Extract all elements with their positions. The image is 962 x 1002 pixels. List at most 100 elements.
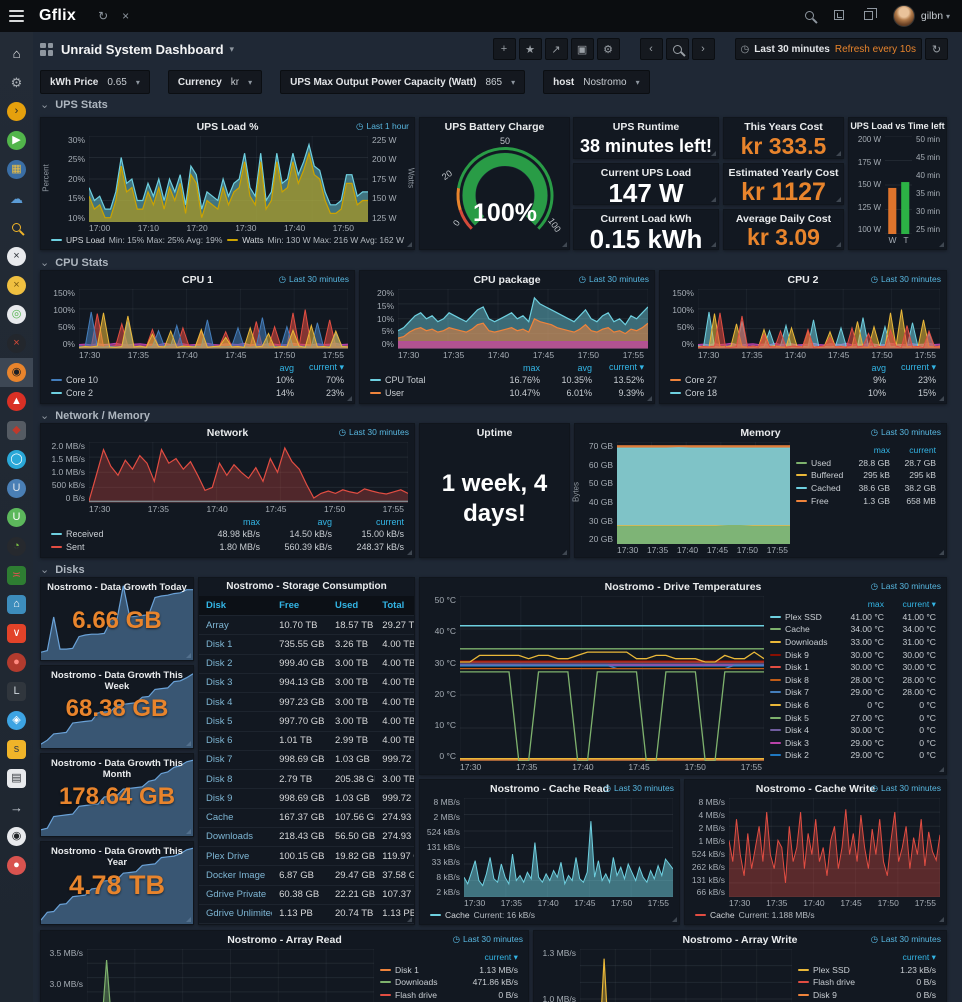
variable-host[interactable]: host Nostromo ▾ — [543, 70, 650, 94]
legend-sort-current[interactable]: current ▾ — [484, 951, 518, 962]
save-button[interactable]: ▣ — [570, 38, 594, 60]
panel-title[interactable]: UPS Battery Charge — [444, 121, 545, 133]
legend-series-name[interactable]: Cached — [796, 483, 844, 493]
legend-sort-current[interactable]: current ▾ — [902, 598, 936, 609]
panel-title[interactable]: Current UPS Load — [600, 167, 692, 179]
dashboard-title[interactable]: Unraid System Dashboard — [61, 41, 224, 57]
variable-kwh-price[interactable]: kWh Price 0.65 ▾ — [40, 70, 150, 94]
table-col-total[interactable]: Total — [382, 600, 405, 611]
legend-series-name[interactable]: Disk 6 — [770, 700, 832, 710]
ombi-icon[interactable]: ◯ — [0, 445, 33, 474]
globe-app-icon[interactable]: ◎ — [0, 300, 33, 329]
search-app-icon[interactable] — [0, 213, 33, 242]
legend-sort-current[interactable]: current ▾ — [608, 362, 644, 373]
layers-icon[interactable] — [863, 8, 877, 23]
panel-title[interactable]: CPU package — [473, 274, 541, 286]
panel-time-range[interactable]: ◷ Last 30 minutes — [870, 427, 941, 437]
panel-title[interactable]: Average Daily Cost — [735, 213, 832, 225]
table-col-free[interactable]: Free — [279, 600, 300, 611]
hamburger-menu-icon[interactable] — [0, 10, 33, 22]
panel-title[interactable]: UPS Runtime — [612, 121, 680, 133]
xteve-icon[interactable]: × — [0, 329, 33, 358]
legend-series-name[interactable]: Disk 9 — [798, 990, 864, 1000]
panel-time-range[interactable]: ◷ Last 30 minutes — [870, 274, 941, 284]
github-icon[interactable]: ◉ — [0, 822, 33, 851]
panel-time-range[interactable]: ◷ Last 30 minutes — [870, 581, 941, 591]
user-menu[interactable]: gilbn ▾ — [920, 10, 950, 22]
shield-app-icon[interactable]: ▲ — [0, 387, 33, 416]
legend-series-name[interactable]: Sent — [51, 542, 188, 552]
legend-series-name[interactable]: Disk 3 — [770, 738, 832, 748]
section-cpu-stats[interactable]: ⌄ CPU Stats — [40, 257, 109, 269]
legend-series-name[interactable]: Disk 1 — [380, 965, 446, 975]
emby-icon[interactable]: ▶ — [0, 126, 33, 155]
panel-title[interactable]: Uptime — [476, 427, 513, 439]
legend-series-name[interactable]: Disk 9 — [770, 650, 832, 660]
search-icon[interactable] — [804, 9, 814, 23]
chart-plot[interactable] — [464, 798, 673, 897]
variable-currency[interactable]: Currency kr ▾ — [167, 70, 263, 94]
legend-series-name[interactable]: Downloads — [770, 637, 832, 647]
legend-series-name[interactable]: Received — [51, 529, 188, 539]
legend-series-name[interactable]: Core 18 — [670, 388, 836, 398]
legend-sort-current[interactable]: current ▾ — [900, 362, 936, 373]
legend-item[interactable]: Cache Current: 1.188 MB/s — [695, 910, 815, 920]
chart-plot[interactable] — [698, 289, 940, 349]
panel-title[interactable]: UPS Load vs Time left — [850, 121, 945, 131]
legend-item[interactable]: Watts Min: 130 W Max: 216 W Avg: 162 W — [227, 235, 404, 245]
section-network-memory[interactable]: ⌄ Network / Memory — [40, 410, 150, 422]
controller-app-icon[interactable]: × — [0, 242, 33, 271]
calibre-icon[interactable]: ▤ — [0, 764, 33, 793]
panel-title[interactable]: Nostromo - Data Growth This Year — [51, 846, 183, 868]
legend-series-name[interactable]: Disk 7 — [770, 687, 832, 697]
panel-title[interactable]: Nostromo - Cache Write — [755, 783, 876, 795]
panel-title[interactable]: Memory — [740, 427, 781, 439]
legend-series-name[interactable]: Core 10 — [51, 375, 244, 385]
pihole-icon[interactable]: ● — [0, 851, 33, 880]
panel-time-range[interactable]: ◷ Last 30 minutes — [452, 934, 523, 944]
panel-title[interactable]: Nostromo - Cache Read — [489, 783, 610, 795]
home-icon[interactable]: ⌂ — [12, 46, 21, 61]
legend-sort-max[interactable]: max — [873, 445, 890, 456]
panel-title[interactable]: CPU 2 — [787, 274, 819, 286]
unifi-icon[interactable]: U — [0, 503, 33, 532]
legend-item[interactable]: Cache Current: 16 kB/s — [430, 910, 535, 920]
duplicati-icon[interactable]: ◈ — [0, 706, 33, 735]
legend-series-name[interactable]: Disk 2 — [770, 750, 832, 760]
sab-dark-app-icon[interactable]: ◔ — [0, 532, 33, 561]
legend-series-name[interactable]: Downloads — [380, 977, 446, 987]
variable-ups-max-output-power-capacity-watt-[interactable]: UPS Max Output Power Capacity (Watt) 865 ▾ — [280, 70, 526, 94]
logout-icon[interactable]: → — [10, 800, 23, 815]
section-ups-stats[interactable]: ⌄ UPS Stats — [40, 99, 108, 111]
legend-series-name[interactable]: CPU Total — [370, 375, 488, 385]
chart-plot[interactable] — [89, 442, 408, 503]
legend-sort-max[interactable]: max — [867, 599, 884, 610]
time-range-picker[interactable]: ◷ Last 30 minutes Refresh every 10s — [734, 38, 922, 60]
panel-title[interactable]: Network — [206, 427, 249, 439]
legend-sort-avg[interactable]: avg — [317, 516, 332, 527]
panel-title[interactable]: Nostromo - Data Growth This Week — [51, 670, 183, 692]
gitlab-icon[interactable]: ∨ — [0, 619, 33, 648]
legend-series-name[interactable]: Free — [796, 496, 844, 506]
chart-plot[interactable] — [460, 596, 764, 761]
krusader-icon[interactable]: ▦ — [0, 155, 33, 184]
dashboard-settings-button[interactable]: ⚙ — [596, 38, 620, 60]
chart-plot[interactable] — [79, 289, 348, 349]
panel-title[interactable]: CPU 1 — [182, 274, 213, 286]
legend-series-name[interactable]: Flash drive — [380, 990, 446, 1000]
legend-series-name[interactable]: Plex SSD — [798, 965, 864, 975]
media-app-icon[interactable]: ◆ — [0, 416, 33, 445]
home-assistant-icon[interactable]: ⌂ — [0, 590, 33, 619]
legend-series-name[interactable]: Disk 5 — [770, 713, 832, 723]
panel-title[interactable]: Nostromo - Array Write — [682, 934, 798, 946]
share-button[interactable]: ↗ — [544, 38, 568, 60]
avatar[interactable] — [892, 5, 915, 27]
panel-title[interactable]: This Years Cost — [744, 121, 823, 133]
legend-sort-current[interactable]: current — [375, 516, 404, 527]
panel-time-range[interactable]: ◷ Last 30 minutes — [278, 274, 349, 284]
panel-title[interactable]: Nostromo - Array Read — [227, 934, 342, 946]
legend-series-name[interactable]: Plex SSD — [770, 612, 832, 622]
legend-series-name[interactable]: Disk 1 — [770, 662, 832, 672]
legend-sort-current[interactable]: current — [909, 445, 936, 456]
panel-time-range[interactable]: ◷ Last 30 minutes — [603, 783, 674, 793]
